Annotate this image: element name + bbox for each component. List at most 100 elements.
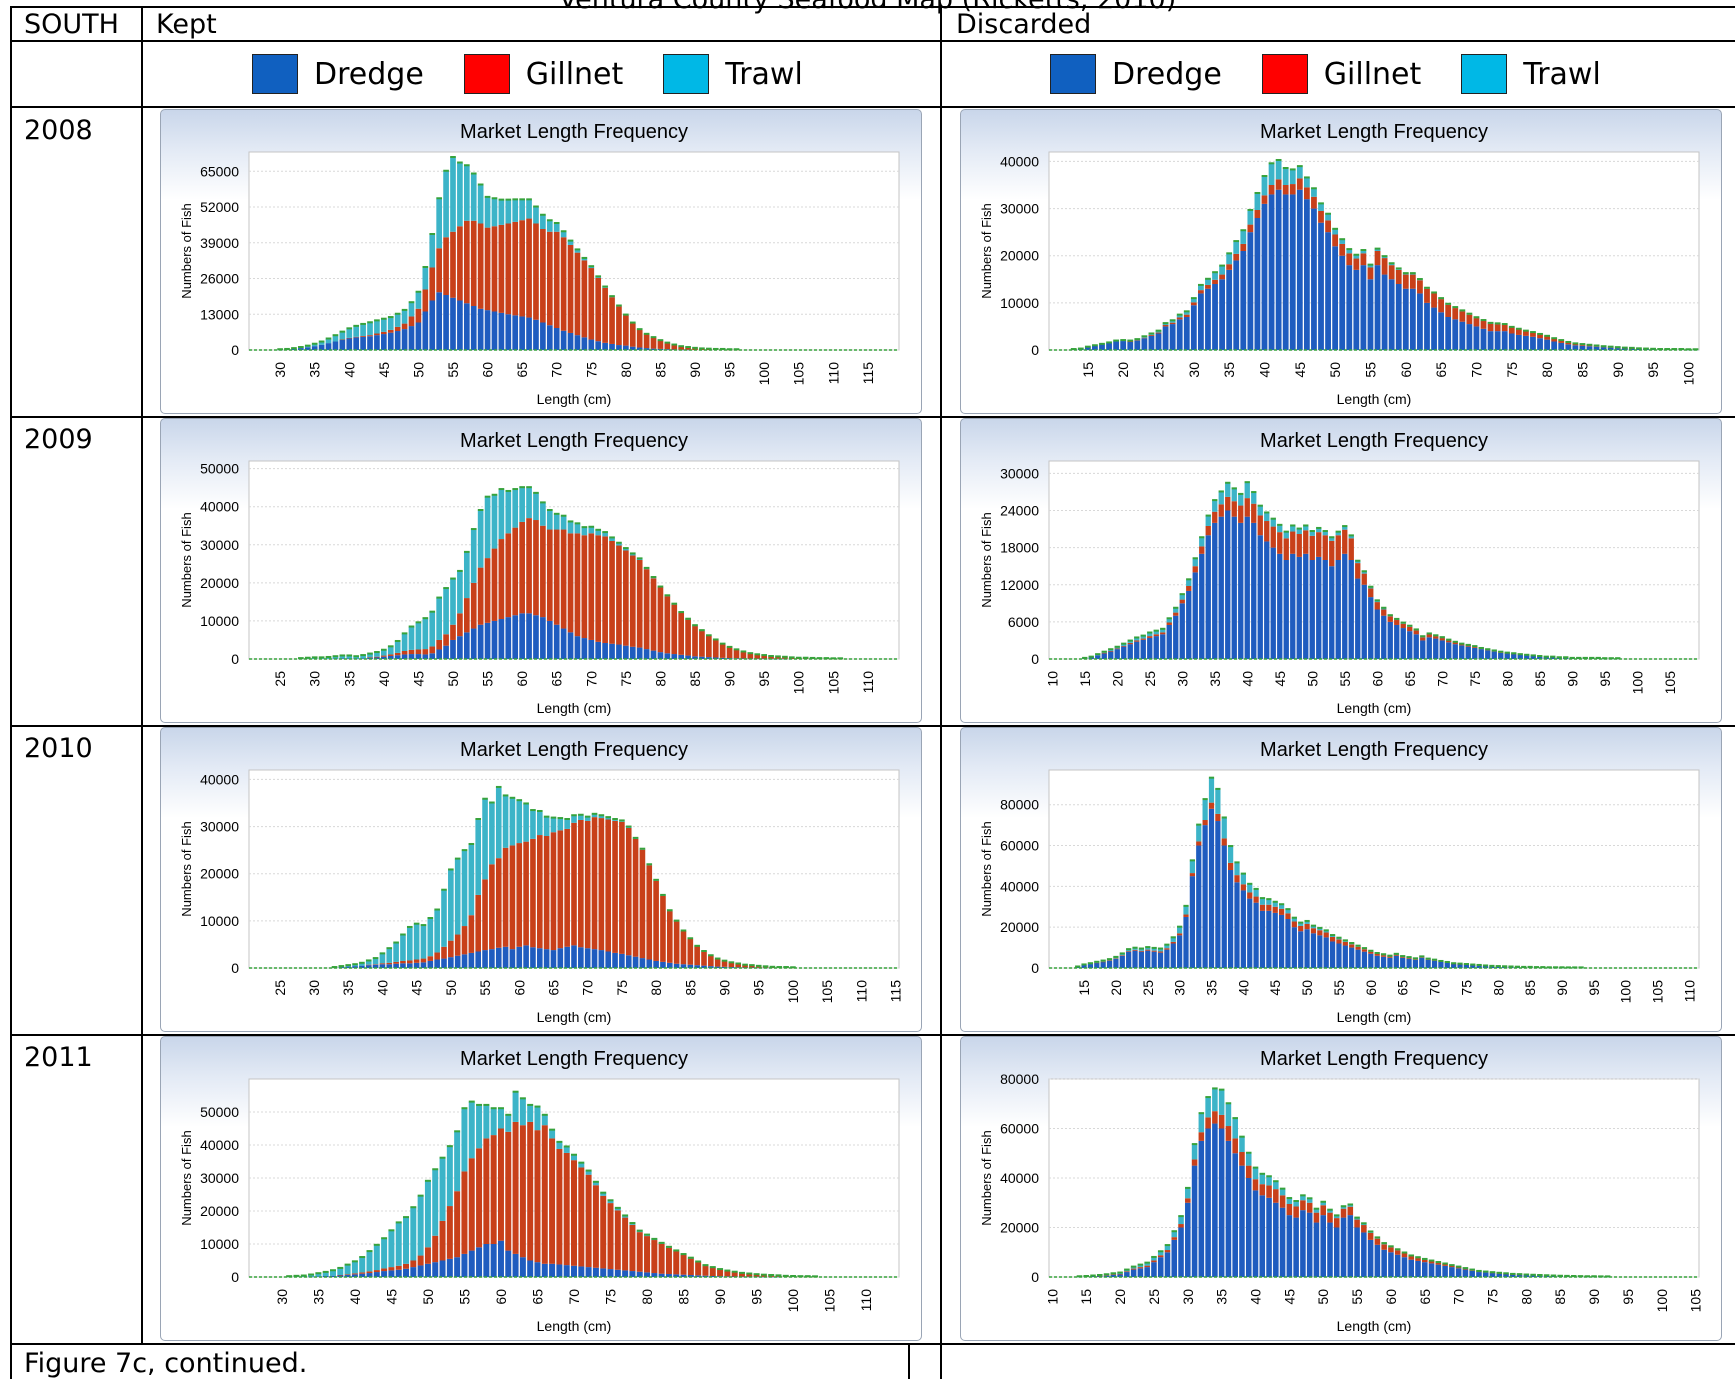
- bar-cap: [1503, 1272, 1509, 1275]
- bar-cap: [463, 550, 470, 553]
- x-tick-label: 30: [1186, 362, 1202, 378]
- bar-gillnet: [1208, 802, 1215, 809]
- bar-trawl: [353, 326, 360, 337]
- x-tick-label: 35: [341, 671, 357, 687]
- bar-dredge: [344, 1275, 351, 1277]
- bar-dredge: [1147, 637, 1153, 659]
- bar-cap: [1318, 202, 1324, 205]
- bar-cap: [546, 509, 553, 511]
- x-tick-label: 100: [785, 980, 801, 1004]
- x-tick-label: 70: [549, 362, 565, 378]
- bar-cap: [658, 1241, 665, 1244]
- bar-cap: [1485, 648, 1491, 651]
- bar-dredge: [352, 966, 358, 968]
- bar-trawl: [351, 1261, 358, 1274]
- bar-cap: [505, 489, 512, 492]
- x-tick-label: 40: [1256, 362, 1272, 378]
- bar-gillnet: [692, 625, 698, 657]
- bar-dredge: [1431, 960, 1438, 968]
- x-tick-label: 20: [1112, 1289, 1128, 1305]
- chart-title: Market Length Frequency: [460, 1048, 688, 1070]
- bar-trawl: [498, 200, 505, 225]
- bar-trawl: [1192, 558, 1198, 567]
- bar-gillnet: [374, 333, 380, 336]
- bar-gillnet: [1185, 1198, 1191, 1203]
- bar-gillnet: [702, 1265, 709, 1276]
- bar-cap: [1355, 944, 1361, 947]
- bar-dredge: [1240, 251, 1247, 350]
- bar-cap: [325, 337, 332, 340]
- bar-trawl: [1388, 263, 1395, 266]
- bar-dredge: [1388, 1252, 1394, 1277]
- bar-cap: [318, 656, 325, 659]
- bar-dredge: [540, 617, 546, 659]
- bar-dredge: [1151, 1262, 1157, 1277]
- bar-dredge: [1313, 1222, 1320, 1277]
- x-tick-label: 55: [477, 980, 493, 996]
- bar-cap: [509, 796, 516, 799]
- bar-cap: [1285, 908, 1291, 911]
- bar-cap: [1353, 253, 1360, 256]
- bar-cap: [1361, 947, 1368, 950]
- bar-cap: [701, 950, 707, 952]
- bar-trawl: [1289, 169, 1296, 185]
- bar-gillnet: [639, 849, 646, 959]
- bar-gillnet: [1316, 532, 1322, 557]
- bar-cap: [450, 156, 456, 158]
- bar-cap: [533, 491, 539, 494]
- bar-dredge: [366, 1273, 373, 1277]
- bar-dredge: [1347, 1215, 1354, 1277]
- bar-gillnet: [1465, 645, 1471, 647]
- bar-cap: [359, 1256, 366, 1259]
- bar-cap: [1108, 648, 1114, 651]
- bar-trawl: [609, 537, 615, 541]
- bar-cap: [1219, 264, 1225, 267]
- bar-cap: [629, 552, 636, 555]
- bar-gillnet: [740, 651, 747, 659]
- bar-trawl: [359, 963, 365, 966]
- bar-dredge: [325, 343, 332, 350]
- bar-trawl: [490, 1108, 497, 1136]
- bar-gillnet: [761, 655, 767, 659]
- bar-gillnet: [400, 960, 406, 964]
- bar-dredge: [602, 643, 608, 659]
- x-tick-label: 110: [825, 362, 841, 385]
- bar-cap: [1268, 162, 1275, 165]
- bar-cap: [325, 655, 332, 658]
- bar-cap: [1177, 925, 1183, 928]
- bar-trawl: [1205, 1097, 1211, 1118]
- bar-dredge: [1449, 1267, 1455, 1277]
- bar-trawl: [512, 1092, 519, 1122]
- bar-trawl: [1151, 948, 1157, 951]
- x-tick-label: 100: [1654, 1289, 1670, 1313]
- bar-cap: [512, 1090, 519, 1093]
- chart-panel-discarded-2011: Market Length Frequency 0 20000 40000 60000 8…: [960, 1036, 1722, 1341]
- x-tick-label: 115: [888, 980, 904, 1003]
- bar-trawl: [602, 532, 608, 537]
- bar-gillnet: [1275, 179, 1282, 190]
- bar-cap: [1374, 599, 1380, 602]
- bar-dredge: [477, 624, 484, 659]
- bar-trawl: [563, 1146, 570, 1153]
- bar-dredge: [1239, 1165, 1245, 1277]
- bar-gillnet: [450, 624, 456, 640]
- bar-dredge: [457, 300, 463, 350]
- bar-cap: [387, 645, 394, 648]
- bar-cap: [413, 922, 420, 925]
- bar-gillnet: [475, 894, 482, 952]
- bar-cap: [490, 1107, 497, 1110]
- x-tick-label: 85: [676, 1289, 692, 1305]
- bar-dredge: [584, 948, 591, 968]
- bar-dredge: [1381, 615, 1387, 659]
- bar-cap: [1293, 1200, 1299, 1203]
- bar-gillnet: [623, 550, 629, 646]
- bar-dredge: [1275, 189, 1282, 350]
- bar-cap: [650, 336, 657, 339]
- bar-dredge: [454, 955, 461, 968]
- bar-trawl: [1138, 949, 1145, 951]
- bar-cap: [1438, 297, 1445, 300]
- bar-dredge: [1221, 845, 1227, 968]
- x-tick-label: 60: [493, 1289, 509, 1305]
- bar-cap: [1117, 1271, 1123, 1274]
- y-tick-label: 12000: [1000, 577, 1039, 593]
